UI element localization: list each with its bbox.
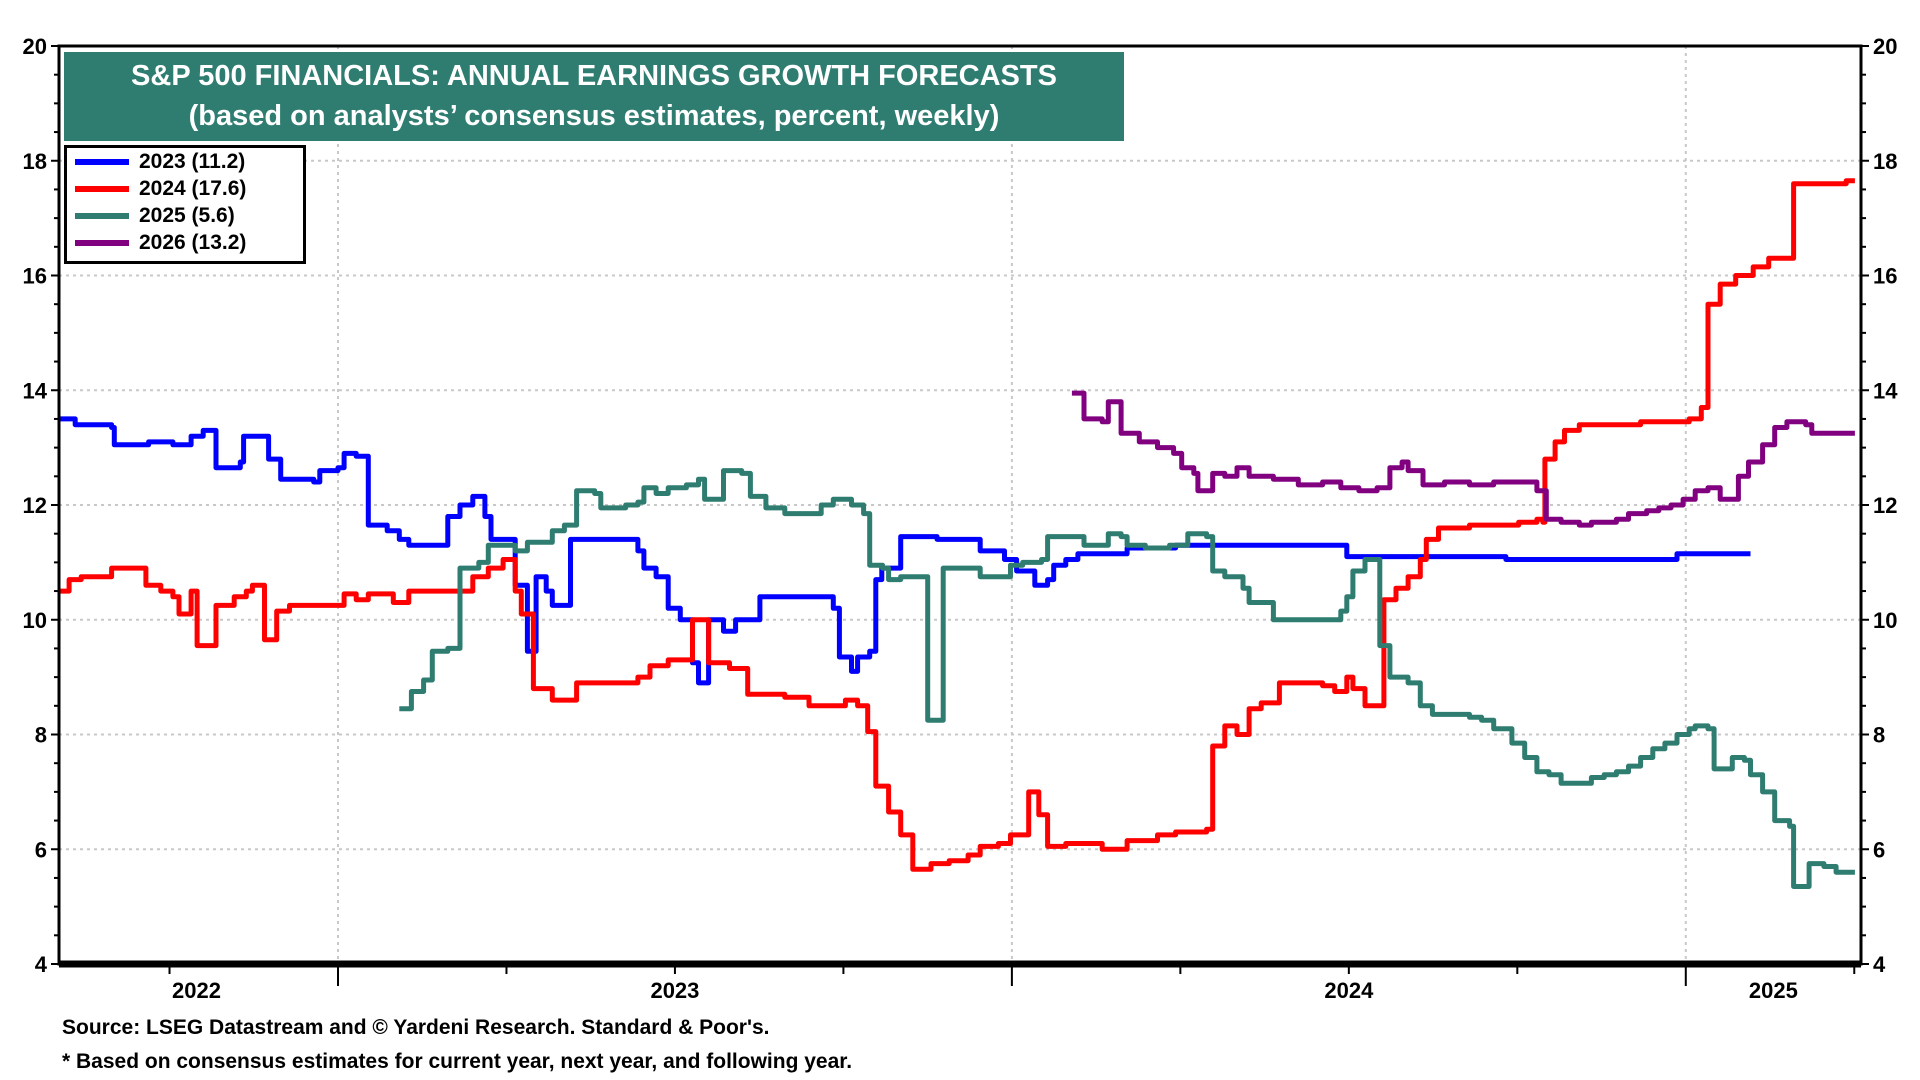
y-tick-label-left: 6	[35, 837, 47, 862]
x-axis: 2022 2023 2024 2025	[168, 964, 1856, 1003]
source-note: Source: LSEG Datastream and © Yardeni Re…	[62, 1016, 770, 1039]
y-axis-right: 4 6 8 10 12 14 16 18 20	[1861, 34, 1898, 977]
y-tick-label-left: 4	[35, 952, 48, 977]
y-tick-label-left: 8	[35, 723, 47, 748]
legend-label: 2025 (5.6)	[139, 203, 235, 227]
legend-label: 2024 (17.6)	[139, 176, 247, 200]
series-line-2024	[59, 178, 1855, 872]
y-axis-left: 4 6 8 10 12 14 16 18 20	[23, 34, 59, 977]
legend-item: 2026 (13.2)	[67, 229, 303, 256]
y-tick-label-right: 8	[1873, 723, 1885, 748]
y-tick-label-right: 10	[1873, 608, 1897, 633]
y-tick-label-left: 16	[23, 264, 47, 289]
grid	[59, 46, 1861, 964]
legend-swatch-2023	[75, 158, 129, 165]
x-tick-label: 2025	[1749, 978, 1798, 1003]
footnote: * Based on consensus estimates for curre…	[62, 1050, 853, 1073]
chart-title-banner: S&P 500 FINANCIALS: ANNUAL EARNINGS GROW…	[64, 52, 1124, 141]
legend-item: 2025 (5.6)	[67, 202, 303, 229]
y-tick-label-right: 4	[1873, 952, 1886, 977]
axes	[57, 44, 1863, 968]
x-tick-label: 2022	[172, 978, 221, 1003]
series-line-2026	[1071, 390, 1855, 528]
series-group	[59, 178, 1855, 889]
y-tick-label-right: 18	[1873, 149, 1897, 174]
chart-subtitle: (based on analysts’ consensus estimates,…	[188, 100, 1000, 132]
legend-swatch-2025	[75, 212, 129, 219]
y-tick-label-right: 20	[1873, 34, 1897, 59]
series-line-2023	[59, 416, 1751, 686]
legend-item: 2023 (11.2)	[67, 148, 303, 175]
y-tick-label-left: 12	[23, 493, 47, 518]
y-tick-label-right: 16	[1873, 264, 1897, 289]
legend-swatch-2024	[75, 185, 129, 192]
legend-item: 2024 (17.6)	[67, 175, 303, 202]
series-line-2025	[399, 468, 1855, 889]
legend-label: 2026 (13.2)	[139, 230, 247, 254]
y-tick-label-left: 10	[23, 608, 47, 633]
x-tick-label: 2023	[650, 978, 699, 1003]
y-tick-label-right: 6	[1873, 837, 1885, 862]
x-tick-label: 2024	[1324, 978, 1374, 1003]
y-tick-label-left: 18	[23, 149, 47, 174]
legend-label: 2023 (11.2)	[139, 149, 246, 173]
y-tick-label-left: 14	[23, 378, 48, 403]
y-tick-label-right: 14	[1873, 378, 1898, 403]
legend-swatch-2026	[75, 239, 129, 246]
y-tick-label-right: 12	[1873, 493, 1897, 518]
y-tick-label-left: 20	[23, 34, 47, 59]
plot-frame	[57, 44, 1863, 966]
legend: 2023 (11.2) 2024 (17.6) 2025 (5.6) 2026 …	[64, 145, 306, 264]
chart-title: S&P 500 FINANCIALS: ANNUAL EARNINGS GROW…	[131, 60, 1057, 92]
